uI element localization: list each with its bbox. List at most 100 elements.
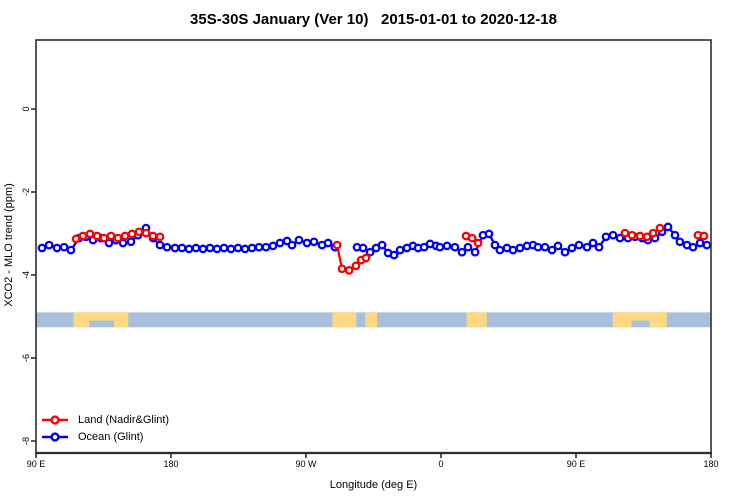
data-point [615, 233, 625, 243]
data-point [361, 253, 371, 263]
data-point [52, 243, 62, 253]
data-point [670, 230, 680, 240]
data-point [191, 243, 201, 253]
data-point [560, 247, 570, 257]
y-tick-label: -6 [21, 353, 31, 363]
data-point [389, 250, 399, 260]
data-point [395, 245, 405, 255]
data-point [294, 235, 304, 245]
data-point [332, 240, 342, 250]
data-point [553, 241, 563, 251]
ocean-series [37, 222, 712, 260]
data-point [635, 231, 645, 241]
data-point [240, 244, 250, 254]
data-point [170, 243, 180, 253]
plot-frame [31, 39, 712, 458]
data-point [490, 240, 500, 250]
data-point [648, 228, 658, 238]
legend-label-land: Land (Nadir&Glint) [78, 414, 170, 426]
data-point [323, 238, 333, 248]
y-tick-label: -2 [21, 187, 31, 197]
data-point [205, 243, 215, 253]
data-point [212, 244, 222, 254]
y-tick-label: -8 [21, 436, 31, 446]
data-point [642, 232, 652, 242]
data-point [688, 242, 698, 252]
data-point [484, 229, 494, 239]
land-strip [612, 312, 632, 328]
data-point [540, 242, 550, 252]
data-point [533, 242, 543, 252]
data-point [275, 238, 285, 248]
land-series-icon [42, 415, 68, 425]
data-point [309, 237, 319, 247]
data-point [155, 240, 165, 250]
data-point [567, 243, 577, 253]
x-tick-label: 180 [163, 459, 179, 469]
data-point [184, 244, 194, 254]
data-point [162, 242, 172, 252]
data-point [699, 231, 709, 241]
legend: Land (Nadir&Glint) Ocean (Glint) [41, 413, 169, 444]
x-tick-label: 0 [438, 459, 444, 469]
data-point [287, 240, 297, 250]
data-point [106, 231, 116, 241]
data-point [515, 243, 525, 253]
land-strip [332, 312, 357, 328]
data-point [66, 245, 76, 255]
data-point [457, 247, 467, 257]
data-point [450, 242, 460, 252]
land-ocean-band [36, 312, 711, 328]
y-tick-label: -4 [21, 270, 31, 280]
data-point [85, 229, 95, 239]
data-point [377, 240, 387, 250]
data-point [92, 231, 102, 241]
x-tick-label: 90 E [26, 459, 46, 469]
land-series [71, 223, 709, 275]
data-point [127, 229, 137, 239]
data-point [467, 233, 477, 243]
data-point [226, 244, 236, 254]
data-point [59, 242, 69, 252]
data-point [351, 261, 361, 271]
data-point [233, 243, 243, 253]
data-point [655, 223, 665, 233]
data-point [71, 234, 81, 244]
data-point [155, 232, 165, 242]
land-strip [365, 312, 378, 328]
data-point [254, 242, 264, 252]
data-point [37, 243, 47, 253]
data-point [219, 243, 229, 253]
data-point [302, 238, 312, 248]
data-point [141, 228, 151, 238]
data-point [134, 227, 144, 237]
data-point [675, 237, 685, 247]
data-point [44, 240, 54, 250]
legend-item-ocean: Ocean (Glint) [41, 430, 169, 444]
data-point [126, 237, 136, 247]
data-point [120, 231, 130, 241]
data-point [365, 247, 375, 257]
y-tick-label: 0 [21, 106, 31, 112]
data-point [473, 238, 483, 248]
data-point [627, 230, 637, 240]
data-point [337, 264, 347, 274]
data-point [574, 240, 584, 250]
x-tick-label: 180 [703, 459, 719, 469]
data-point [261, 242, 271, 252]
land-strip [466, 312, 487, 328]
data-point [588, 238, 598, 248]
data-point [620, 228, 630, 238]
legend-item-land: Land (Nadir&Glint) [41, 413, 169, 427]
land-strip [89, 312, 114, 321]
data-point [601, 232, 611, 242]
land-strip [649, 312, 667, 328]
data-series [37, 222, 712, 275]
data-point [177, 243, 187, 253]
data-point [508, 245, 518, 255]
data-point [608, 230, 618, 240]
data-point [582, 242, 592, 252]
data-point [99, 233, 109, 243]
